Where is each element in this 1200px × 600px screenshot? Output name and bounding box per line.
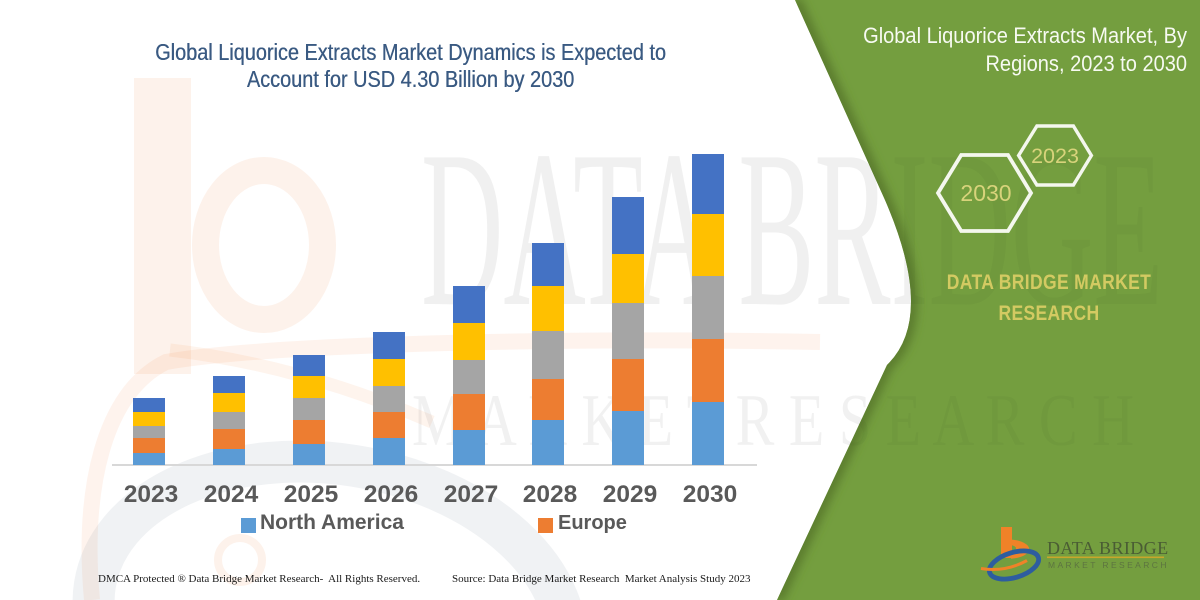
svg-text:2023: 2023 <box>1031 144 1079 168</box>
svg-text:DATA BRIDGE: DATA BRIDGE <box>1047 538 1168 558</box>
svg-text:MARKET RESEARCH: MARKET RESEARCH <box>1048 560 1169 570</box>
svg-text:DATA BRIDGE: DATA BRIDGE <box>421 105 1163 353</box>
svg-text:2030: 2030 <box>960 180 1011 206</box>
svg-text:M A R K E T R E S E A R C H: M A R K E T R E S E A R C H <box>412 380 1134 462</box>
